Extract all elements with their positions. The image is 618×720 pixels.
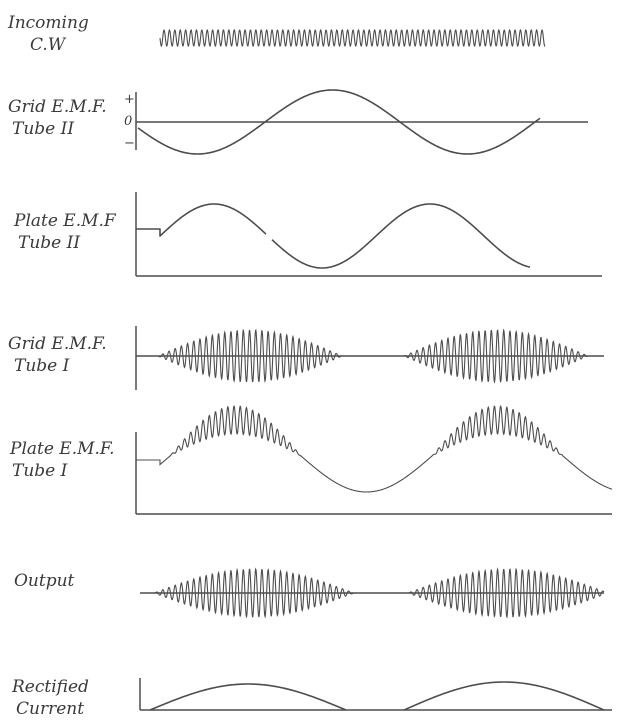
label-output: Output	[14, 571, 75, 591]
tick-zero: 0	[124, 114, 133, 129]
label-grid-emf-tube-2: Grid E.M.F. Tube II	[8, 97, 107, 139]
rectified-current-wave	[149, 681, 605, 711]
grid1-modulated-wave	[140, 328, 604, 384]
label-plate-emf-tube-2: Plate E.M.F Tube II	[14, 211, 116, 253]
plate1-modulated-wave	[136, 405, 613, 493]
tick-minus: −	[124, 136, 135, 151]
plate2-wave-first	[136, 203, 267, 237]
tick-plus: +	[124, 92, 135, 107]
label-rectified-current: Rectified Current	[12, 677, 89, 719]
output-modulated-wave	[144, 567, 605, 619]
label-grid-emf-tube-1: Grid E.M.F. Tube I	[8, 334, 107, 376]
incoming-cw-waveform	[159, 28, 546, 48]
label-plate-emf-tube-1: Plate E.M.F. Tube I	[10, 439, 115, 481]
label-incoming-cw: Incoming C.W	[8, 13, 89, 55]
plate2-wave-second	[271, 203, 531, 269]
grid2-sine-wave	[137, 89, 541, 155]
